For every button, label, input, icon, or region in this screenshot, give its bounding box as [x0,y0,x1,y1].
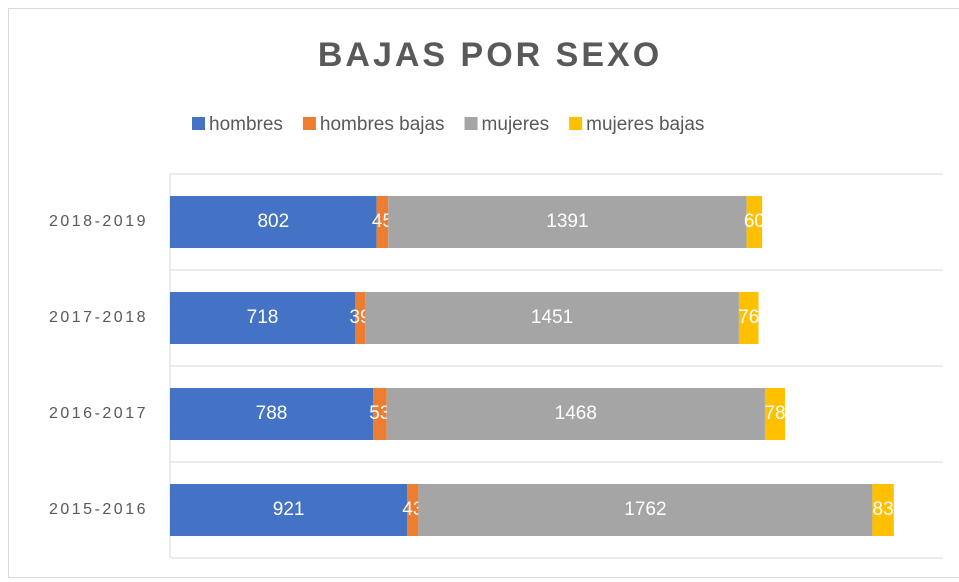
legend-swatch [302,117,316,130]
data-label: 43 [402,499,423,520]
legend-label: mujeres [482,114,550,135]
data-label: 83 [873,499,894,520]
data-label: 1451 [531,307,573,328]
data-label: 53 [369,403,390,424]
y-tick-label: 2017-2018 [49,309,148,326]
bar-segment [872,484,894,536]
legend-swatch [464,117,478,130]
data-label: 718 [247,307,279,328]
data-label: 60 [744,211,765,232]
bar-segment [170,388,374,440]
y-tick-label: 2015-2016 [49,501,148,518]
bar-segment [170,292,356,344]
legend-swatch [192,117,205,130]
data-label: 1391 [546,211,588,232]
bar-segment [738,292,759,344]
y-tick-label: 2018-2019 [49,213,148,230]
legend-swatch [569,117,583,130]
data-label: 1762 [624,499,666,520]
bar-segment [418,484,873,536]
y-tick-label: 2016-2017 [49,405,148,422]
bar-segment [386,388,765,440]
bar-segment [407,484,419,536]
data-label: 788 [256,403,288,424]
data-label: 45 [372,211,393,232]
bar-segment [764,388,786,440]
data-label: 1468 [555,403,597,424]
legend-label: hombres [209,114,283,135]
data-label: 802 [257,211,289,232]
bar-segment [376,196,389,248]
data-label: 76 [738,307,759,328]
bar-segment [355,292,366,344]
data-label: 78 [764,403,785,424]
bar-segment [373,388,387,440]
chart-title: BAJAS POR SEXO [318,36,662,74]
legend-label: mujeres bajas [586,114,704,135]
legend-label: hombres bajas [320,114,445,135]
bar-segment [170,484,408,536]
data-label: 921 [273,499,305,520]
bar-segment [170,196,377,248]
bar-segment [746,196,763,248]
bar-segment [388,196,747,248]
bar-segment [365,292,739,344]
